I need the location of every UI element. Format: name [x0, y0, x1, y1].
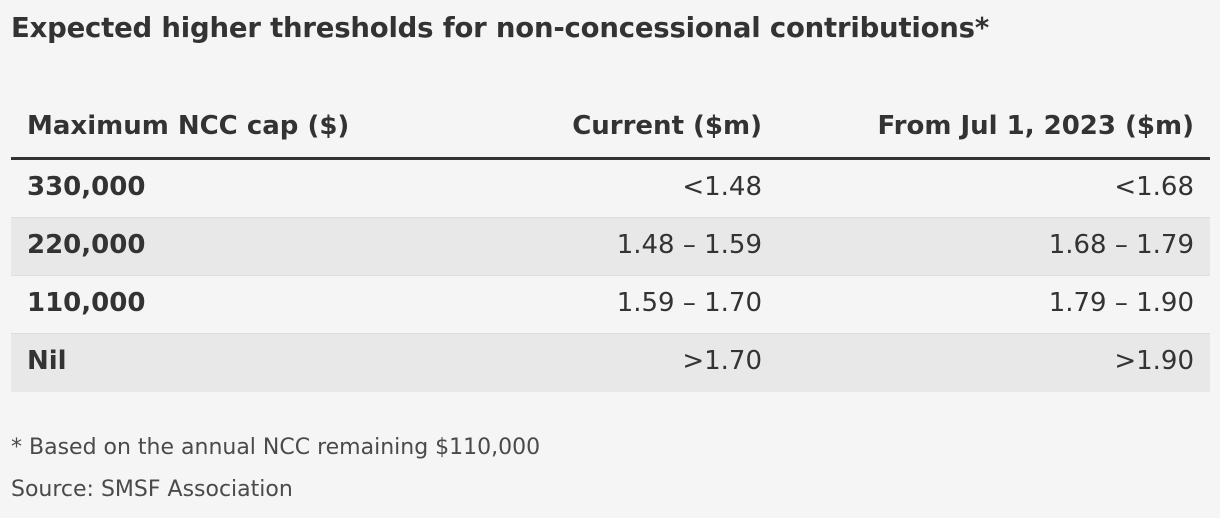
table-row: 330,000 <1.48 <1.68 — [11, 160, 1210, 218]
header-current: Current ($m) — [572, 111, 762, 141]
footnote: * Based on the annual NCC remaining $110… — [11, 435, 541, 460]
header-from-jul-2023: From Jul 1, 2023 ($m) — [877, 111, 1194, 141]
cell-current: >1.70 — [682, 346, 762, 376]
table-row: Nil >1.70 >1.90 — [11, 334, 1210, 392]
cell-ncc-cap: 330,000 — [27, 172, 146, 202]
thresholds-table: Maximum NCC cap ($) Current ($m) From Ju… — [11, 102, 1210, 392]
cell-from-jul-2023: 1.68 – 1.79 — [1048, 230, 1194, 260]
header-ncc-cap: Maximum NCC cap ($) — [27, 111, 350, 141]
chart-notes: * Based on the annual NCC remaining $110… — [11, 433, 540, 517]
cell-ncc-cap: 220,000 — [27, 230, 146, 260]
source-note: Source: SMSF Association — [11, 477, 293, 502]
chart-title: Expected higher thresholds for non-conce… — [11, 12, 990, 44]
cell-from-jul-2023: <1.68 — [1114, 172, 1194, 202]
cell-from-jul-2023: 1.79 – 1.90 — [1048, 288, 1194, 318]
cell-ncc-cap: 110,000 — [27, 288, 146, 318]
cell-current: <1.48 — [682, 172, 762, 202]
cell-ncc-cap: Nil — [27, 346, 67, 376]
table-row: 110,000 1.59 – 1.70 1.79 – 1.90 — [11, 276, 1210, 334]
cell-current: 1.48 – 1.59 — [616, 230, 762, 260]
cell-from-jul-2023: >1.90 — [1114, 346, 1194, 376]
cell-current: 1.59 – 1.70 — [616, 288, 762, 318]
table-row: 220,000 1.48 – 1.59 1.68 – 1.79 — [11, 218, 1210, 276]
table-header-row: Maximum NCC cap ($) Current ($m) From Ju… — [11, 102, 1210, 160]
